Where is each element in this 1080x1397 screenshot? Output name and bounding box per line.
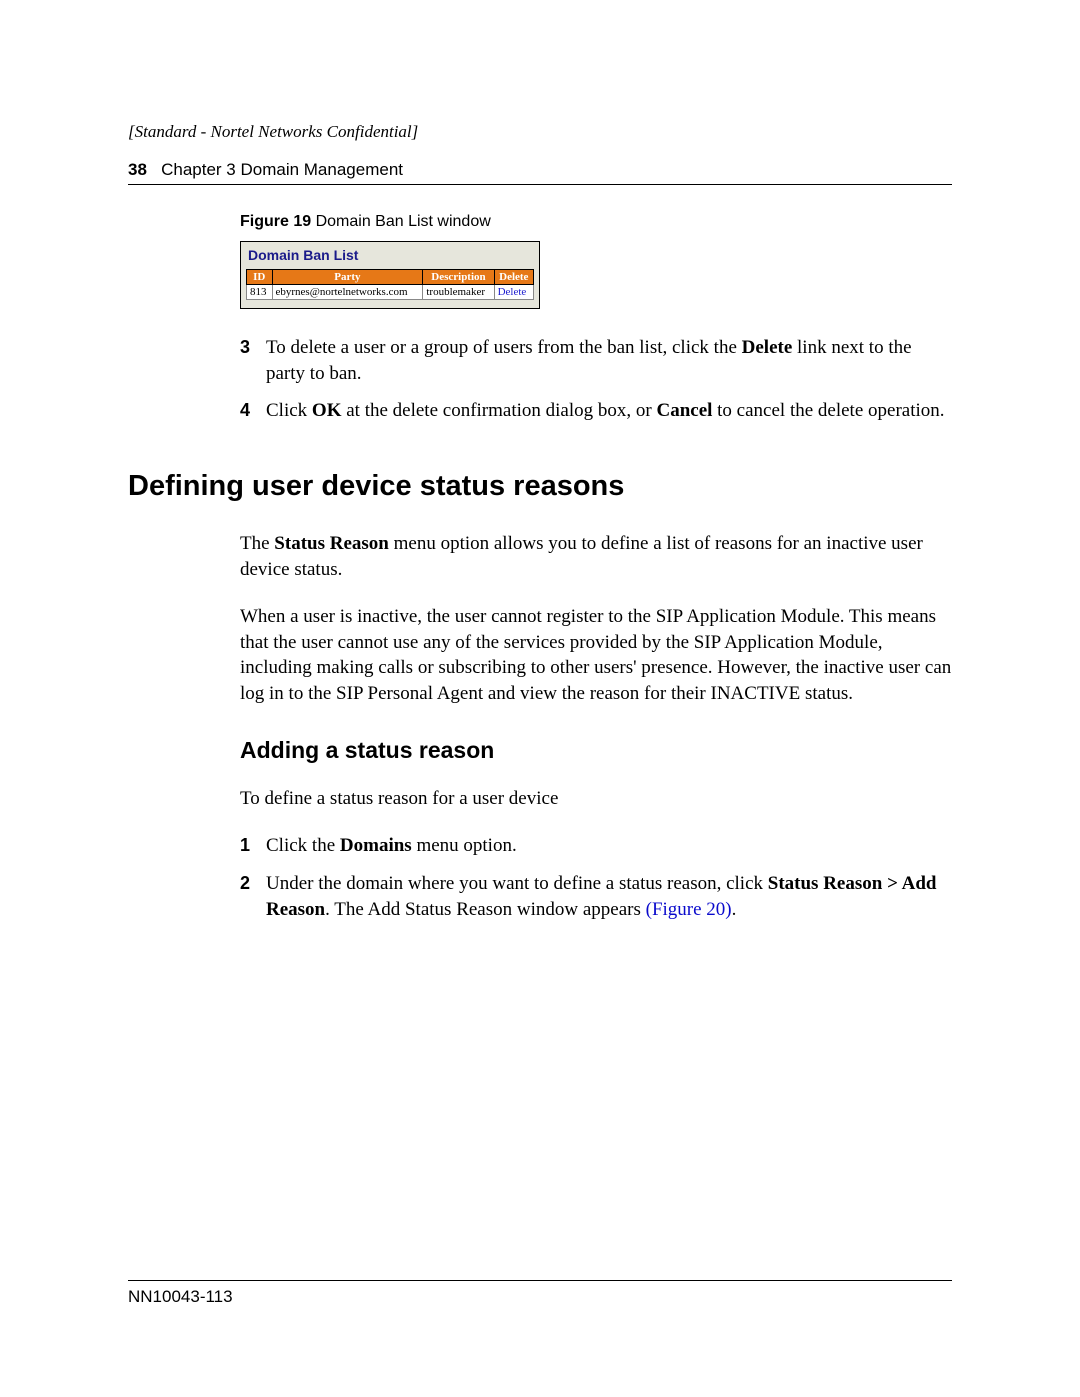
col-description: Description [423, 270, 494, 285]
step-number: 2 [240, 871, 266, 922]
step-4: 4 Click OK at the delete confirmation di… [240, 398, 952, 424]
step-number: 1 [240, 833, 266, 859]
figure-title: Domain Ban List window [311, 213, 491, 230]
paragraph: When a user is inactive, the user cannot… [240, 604, 952, 707]
section-heading: Defining user device status reasons [128, 470, 952, 503]
running-header: 38 Chapter 3 Domain Management [128, 160, 952, 185]
confidential-header: [Standard - Nortel Networks Confidential… [128, 122, 952, 142]
cell-id: 813 [247, 285, 273, 300]
steps-delete-ban: 3 To delete a user or a group of users f… [240, 335, 952, 424]
figure-link[interactable]: (Figure 20) [646, 899, 732, 920]
subsection-heading: Adding a status reason [240, 737, 952, 764]
step-number: 4 [240, 398, 266, 424]
paragraph: To define a status reason for a user dev… [240, 786, 952, 812]
step-1: 1 Click the Domains menu option. [240, 833, 952, 859]
table-header-row: ID Party Description Delete [247, 270, 534, 285]
step-number: 3 [240, 335, 266, 386]
step-3: 3 To delete a user or a group of users f… [240, 335, 952, 386]
footer: NN10043-113 [128, 1280, 952, 1307]
steps-add-reason: 1 Click the Domains menu option. 2 Under… [240, 833, 952, 922]
cell-description: troublemaker [423, 285, 494, 300]
domain-ban-list-window: Domain Ban List ID Party Description Del… [240, 241, 540, 309]
step-2: 2 Under the domain where you want to def… [240, 871, 952, 922]
figure-caption: Figure 19 Domain Ban List window [240, 213, 952, 231]
chapter-title: Chapter 3 Domain Management [161, 160, 403, 179]
page: [Standard - Nortel Networks Confidential… [0, 0, 1080, 1397]
figure-label: Figure 19 [240, 213, 311, 230]
table-row: 813 ebyrnes@nortelnetworks.com troublema… [247, 285, 534, 300]
delete-link[interactable]: Delete [494, 285, 533, 300]
paragraph: The Status Reason menu option allows you… [240, 531, 952, 582]
col-id: ID [247, 270, 273, 285]
step-body: To delete a user or a group of users fro… [266, 335, 952, 386]
cell-party: ebyrnes@nortelnetworks.com [272, 285, 423, 300]
step-body: Click the Domains menu option. [266, 833, 952, 859]
col-delete: Delete [494, 270, 533, 285]
ban-list-title: Domain Ban List [248, 247, 534, 263]
step-body: Under the domain where you want to defin… [266, 871, 952, 922]
document-id: NN10043-113 [128, 1287, 233, 1306]
page-number: 38 [128, 160, 147, 179]
col-party: Party [272, 270, 423, 285]
ban-list-table: ID Party Description Delete 813 ebyrnes@… [246, 269, 534, 300]
step-body: Click OK at the delete confirmation dial… [266, 398, 952, 424]
